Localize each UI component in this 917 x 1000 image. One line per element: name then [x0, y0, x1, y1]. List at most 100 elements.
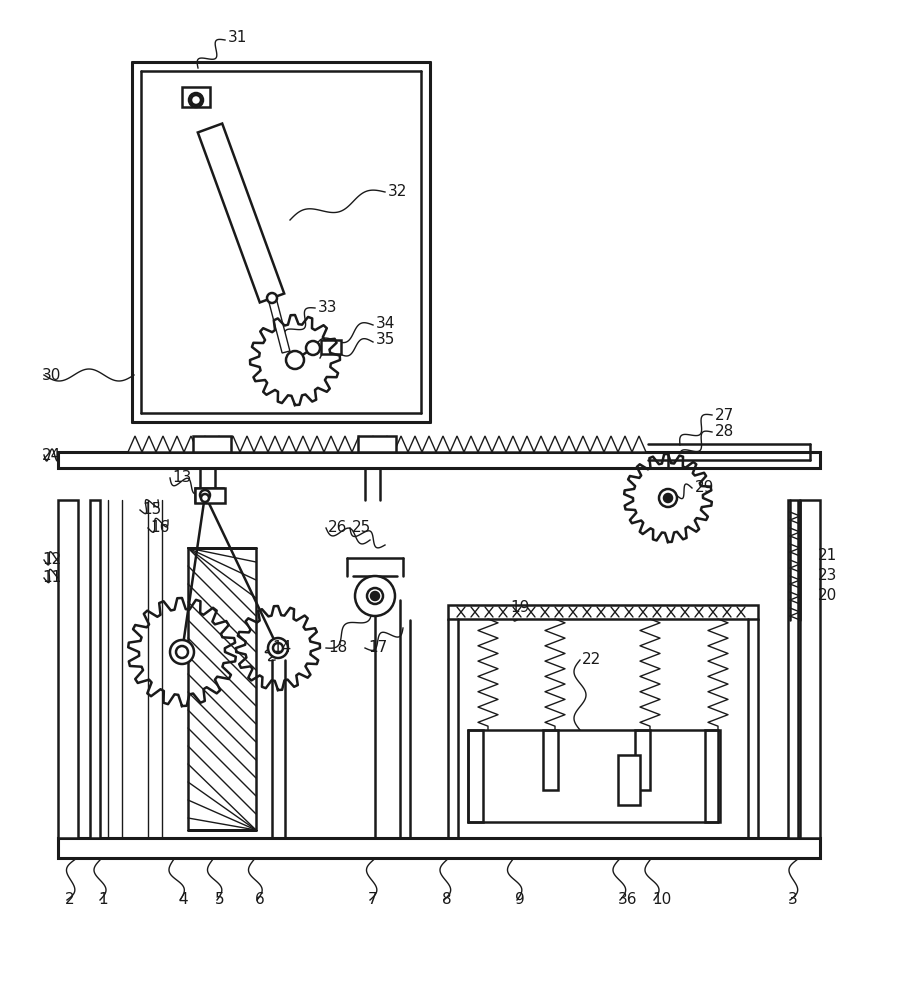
Text: 27: 27: [715, 408, 735, 422]
Circle shape: [274, 644, 282, 652]
Text: 19: 19: [510, 600, 529, 615]
Text: 2: 2: [65, 892, 74, 908]
Polygon shape: [408, 436, 422, 452]
Text: 17: 17: [368, 641, 387, 656]
Polygon shape: [212, 436, 226, 452]
Bar: [90, 500, 100, 838]
Bar: [195, 488, 223, 502]
Polygon shape: [338, 436, 352, 452]
Polygon shape: [156, 436, 170, 452]
Bar: [321, 340, 341, 354]
Circle shape: [371, 592, 379, 600]
Polygon shape: [576, 436, 590, 452]
Polygon shape: [604, 436, 618, 452]
Polygon shape: [632, 436, 646, 452]
Text: 8: 8: [442, 892, 452, 908]
Circle shape: [201, 494, 209, 502]
Bar: [182, 87, 210, 107]
Text: 20: 20: [818, 587, 837, 602]
Polygon shape: [310, 436, 324, 452]
Text: 3: 3: [788, 892, 798, 908]
Text: 14: 14: [272, 641, 292, 656]
Text: 21: 21: [818, 548, 837, 562]
Circle shape: [659, 489, 677, 507]
Text: 18: 18: [328, 641, 348, 656]
Circle shape: [177, 647, 187, 657]
Text: 30: 30: [42, 367, 61, 382]
Circle shape: [286, 351, 304, 369]
Circle shape: [367, 588, 383, 604]
Polygon shape: [562, 436, 576, 452]
Circle shape: [268, 638, 288, 658]
Polygon shape: [142, 436, 156, 452]
Polygon shape: [198, 436, 212, 452]
Bar: [635, 730, 650, 790]
Bar: [800, 500, 820, 838]
Circle shape: [267, 293, 277, 303]
Polygon shape: [254, 436, 268, 452]
Text: 22: 22: [582, 652, 602, 668]
Text: 32: 32: [388, 184, 407, 200]
Text: 25: 25: [352, 520, 371, 536]
Bar: [543, 730, 558, 790]
Circle shape: [189, 93, 203, 107]
Bar: [618, 755, 640, 805]
Polygon shape: [422, 436, 436, 452]
Text: 4: 4: [178, 892, 188, 908]
Text: 24: 24: [42, 448, 61, 462]
Polygon shape: [282, 436, 296, 452]
Bar: [193, 436, 231, 452]
Text: 10: 10: [652, 892, 671, 908]
Text: 15: 15: [142, 502, 161, 518]
Polygon shape: [464, 436, 478, 452]
Circle shape: [273, 643, 283, 653]
Text: 1: 1: [98, 892, 107, 908]
Text: 26: 26: [328, 520, 348, 536]
Polygon shape: [618, 436, 632, 452]
Text: 11: 11: [42, 570, 61, 585]
Polygon shape: [548, 436, 562, 452]
Circle shape: [176, 646, 188, 658]
Polygon shape: [296, 436, 310, 452]
Polygon shape: [324, 436, 338, 452]
Circle shape: [355, 576, 395, 616]
Polygon shape: [506, 436, 520, 452]
Bar: [58, 452, 820, 468]
Polygon shape: [268, 297, 290, 353]
Polygon shape: [478, 436, 492, 452]
Polygon shape: [352, 436, 366, 452]
Bar: [468, 730, 483, 822]
Bar: [358, 436, 396, 452]
Text: 35: 35: [376, 332, 395, 348]
Bar: [58, 500, 78, 838]
Circle shape: [191, 95, 201, 105]
Polygon shape: [240, 436, 254, 452]
Polygon shape: [198, 124, 284, 302]
Text: 12: 12: [42, 552, 61, 568]
Text: 29: 29: [695, 481, 714, 495]
Bar: [788, 500, 798, 838]
Polygon shape: [534, 436, 548, 452]
Text: 9: 9: [515, 892, 525, 908]
Text: 23: 23: [818, 568, 837, 582]
Bar: [705, 730, 720, 822]
Circle shape: [664, 494, 672, 502]
Polygon shape: [492, 436, 506, 452]
Circle shape: [200, 490, 210, 500]
Polygon shape: [590, 436, 604, 452]
Text: 13: 13: [172, 471, 192, 486]
Text: 7: 7: [368, 892, 378, 908]
Polygon shape: [128, 436, 142, 452]
Bar: [448, 605, 758, 619]
Text: 5: 5: [215, 892, 225, 908]
Text: 33: 33: [318, 300, 337, 316]
Polygon shape: [170, 436, 184, 452]
Polygon shape: [226, 436, 240, 452]
Text: 6: 6: [255, 892, 265, 908]
Polygon shape: [268, 436, 282, 452]
Polygon shape: [380, 436, 394, 452]
Polygon shape: [184, 436, 198, 452]
Bar: [58, 838, 820, 858]
Polygon shape: [436, 436, 450, 452]
Text: 34: 34: [376, 316, 395, 330]
